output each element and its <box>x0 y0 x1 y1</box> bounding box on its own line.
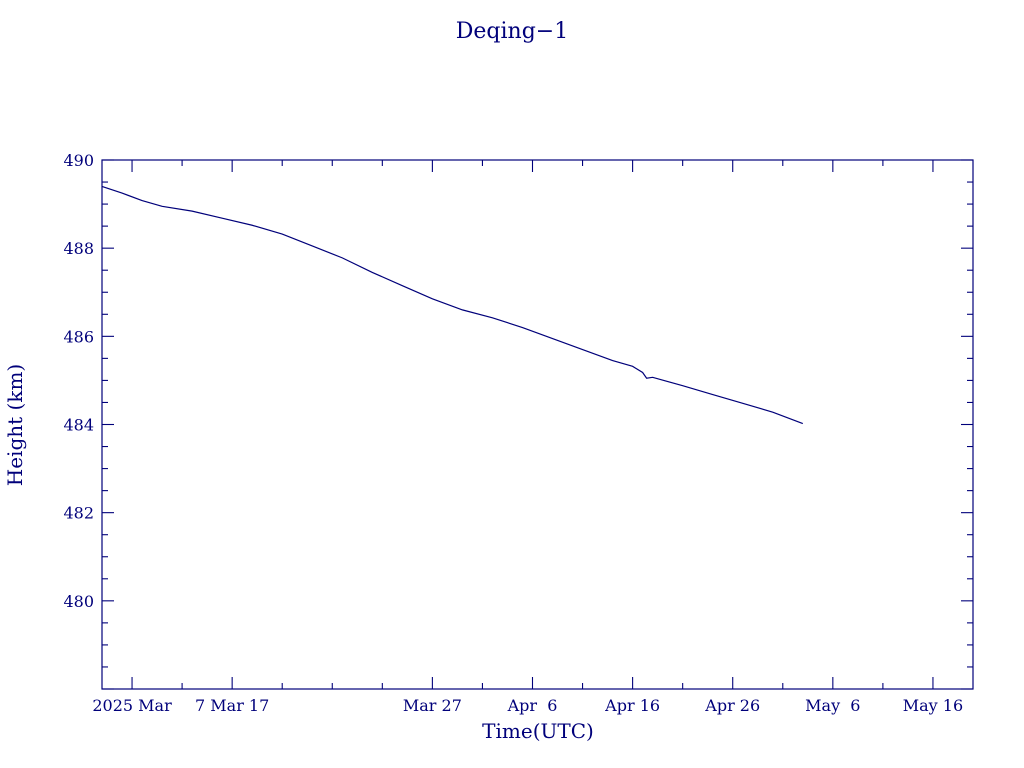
y-tick-label: 484 <box>63 416 94 435</box>
x-axis-label: Time(UTC) <box>482 719 594 743</box>
x-tick-label: Apr 16 <box>604 696 660 715</box>
x-tick-label: Mar 27 <box>403 696 462 715</box>
series-line <box>101 185 804 425</box>
y-tick-label: 488 <box>63 239 94 258</box>
y-tick-label: 482 <box>63 504 94 523</box>
y-tick-label: 486 <box>63 327 94 346</box>
y-tick-label: 490 <box>63 151 94 170</box>
x-tick-label: Apr 26 <box>704 696 760 715</box>
plot-frame <box>101 159 974 690</box>
chart-title: Deqing−1 <box>456 19 568 44</box>
x-ticks: 2025 Mar 7 Mar 17 Mar 27 Apr 6 Apr 16 Apr 26 M… <box>92 160 963 715</box>
y-ticks: 480 482 484 486 488 490 <box>63 151 973 690</box>
x-tick-label: Apr 6 <box>507 696 558 715</box>
x-tick-label: May 6 <box>805 696 860 715</box>
y-tick-label: 480 <box>63 592 94 611</box>
x-tick-label: May 16 <box>903 696 963 715</box>
x-tick-label: 7 Mar 17 <box>195 696 269 715</box>
x-tick-label: 2025 Mar <box>92 696 172 715</box>
y-axis-label: Height (km) <box>3 364 27 486</box>
